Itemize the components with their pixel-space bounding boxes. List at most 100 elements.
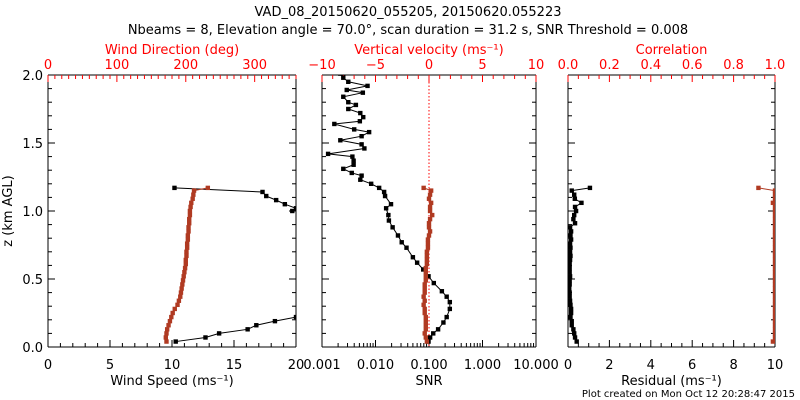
data-point [579,200,584,206]
data-point [772,225,775,230]
data-point [351,162,356,167]
data-point [568,249,573,254]
data-point [344,87,349,93]
data-point [350,154,355,159]
data-point [772,270,775,275]
x2-axis-title: Vertical velocity (ms⁻¹) [354,43,503,58]
data-point [423,335,428,340]
data-point [346,100,351,105]
data-point [422,306,427,312]
data-point [568,253,573,259]
x2-axis-title: Correlation [636,43,708,58]
data-point [444,314,449,320]
data-point [423,314,428,320]
title-line-1: VAD_08_20150620_055205, 20150620.055223 [255,5,562,20]
data-point [293,314,296,320]
data-point [568,229,574,234]
data-point [772,302,775,308]
data-point [770,339,775,344]
data-point [178,290,184,295]
series-wind-direction [163,185,211,344]
data-point [273,197,279,203]
data-point [184,241,190,246]
data-point [772,282,775,287]
data-point [772,274,775,279]
data-point [421,185,426,191]
data-point [186,229,191,234]
data-point [772,265,775,271]
data-point [187,221,192,226]
data-point [772,310,775,316]
data-point [426,225,432,230]
data-point [399,240,404,245]
data-point [422,282,427,287]
data-point [772,327,775,332]
x-tick-label: 10 [164,358,181,373]
data-point [772,323,775,328]
data-point [425,237,431,242]
data-point [164,339,169,344]
data-point [427,216,433,222]
y-tick-label: 0.5 [22,273,43,288]
data-point [423,265,428,271]
data-point [772,245,775,250]
x2-tick-label: 300 [242,58,267,73]
data-point [203,335,208,340]
data-point [422,310,427,316]
y-tick-label: 1.5 [22,137,43,152]
data-point [395,233,401,238]
data-point [427,208,433,214]
data-point [410,255,416,260]
data-point [572,212,577,218]
data-point [366,129,372,135]
data-point [346,106,351,112]
data-point [245,327,250,332]
data-point [568,261,572,267]
data-point [568,282,572,287]
data-point [187,212,193,218]
data-point [772,253,775,259]
x2-tick-label: 0 [425,58,433,73]
data-point [572,331,577,336]
series-correlation [756,185,775,344]
data-point [423,274,428,279]
data-point [388,202,394,207]
data-point [349,170,354,176]
data-point [341,94,346,99]
data-point [368,181,374,186]
x-tick-label: 20 [288,358,305,373]
data-point [205,185,211,191]
data-point [186,225,191,230]
data-point [422,286,427,291]
data-point [569,323,574,328]
data-point [772,208,775,214]
data-point [183,257,188,263]
data-point [191,188,197,193]
data-point [282,202,288,207]
data-point [568,237,574,242]
x-tick-label: 5 [106,358,114,373]
x2-tick-label: 200 [173,58,198,73]
data-point [163,335,168,340]
data-point [772,261,775,267]
data-point [572,204,578,210]
data-point [421,294,426,299]
data-point [568,302,573,308]
data-point [404,245,409,250]
data-point [264,193,269,199]
data-point [187,216,192,222]
data-point [365,83,370,89]
data-point [185,233,191,238]
data-point [426,233,432,238]
series-residual [568,185,593,344]
data-point [414,260,420,265]
data-point [172,306,177,312]
data-point [254,323,259,328]
data-point [571,327,576,332]
data-point [772,290,775,295]
x-tick-label: 0.001 [303,358,340,373]
data-point [424,257,430,263]
data-point [571,216,576,222]
series-snr [325,75,453,344]
data-point [772,221,775,226]
